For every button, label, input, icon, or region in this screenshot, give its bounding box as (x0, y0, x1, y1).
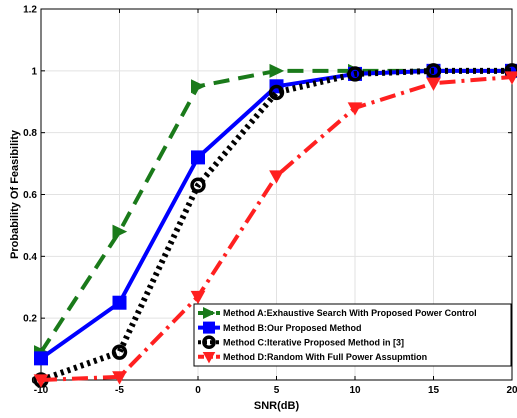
series-d (33, 71, 517, 388)
data-point (33, 374, 49, 388)
data-point (112, 224, 128, 239)
y-tick-label: 1 (31, 66, 37, 77)
data-point (190, 177, 206, 193)
data-point (111, 344, 128, 360)
data-point (269, 170, 284, 184)
legend-marker (202, 335, 216, 350)
data-point (269, 63, 285, 78)
legend-item: Method A:Exhaustive Search With Proposed… (198, 307, 477, 319)
legend-label: Method B:Our Proposed Method (223, 323, 362, 333)
x-tick-label: -10 (34, 385, 49, 396)
x-tick-label: -5 (115, 385, 124, 396)
legend-item: Method C:Iterative Proposed Method in [3… (198, 335, 404, 350)
y-tick-label: 0.6 (23, 190, 37, 201)
data-point (504, 71, 517, 85)
legend-box (193, 303, 512, 367)
series-line (39, 67, 512, 383)
legend-marker (203, 321, 215, 334)
data-point (347, 66, 363, 82)
x-tick-label: 20 (506, 385, 517, 396)
data-point (34, 351, 48, 366)
y-tick-label: 0.2 (23, 314, 37, 325)
series-group (33, 63, 517, 388)
legend: Method A:Exhaustive Search With Proposed… (193, 303, 512, 367)
x-tick-label: 10 (349, 385, 361, 396)
data-point (426, 77, 441, 91)
legend-label: Method C:Iterative Proposed Method in [3… (223, 337, 404, 347)
legend-item: Method D:Random With Full Power Assupmti… (198, 352, 427, 364)
legend-label: Method A:Exhaustive Search With Proposed… (223, 308, 477, 318)
y-tick-label: 1.2 (23, 5, 37, 16)
x-axis-label: SNR(dB) (254, 400, 300, 412)
y-axis-label: Probability Of Feasibility (9, 129, 21, 259)
data-point (112, 295, 127, 310)
data-point (347, 102, 363, 116)
data-point (425, 63, 442, 79)
y-tick-label: 0.8 (23, 128, 37, 139)
y-tick-label: 0.4 (23, 252, 37, 263)
legend-marker (202, 352, 216, 364)
legend-label: Method D:Random With Full Power Assupmti… (223, 352, 427, 362)
legend-marker (203, 307, 216, 319)
legend-item: Method B:Our Proposed Method (198, 321, 362, 334)
data-point (112, 371, 127, 385)
x-tick-label: 15 (428, 385, 440, 396)
data-point (268, 84, 285, 101)
data-point (191, 150, 205, 165)
data-point (191, 79, 206, 94)
x-tick-label: 5 (274, 385, 280, 396)
data-point (190, 290, 206, 305)
x-tick-label: 0 (195, 385, 201, 396)
